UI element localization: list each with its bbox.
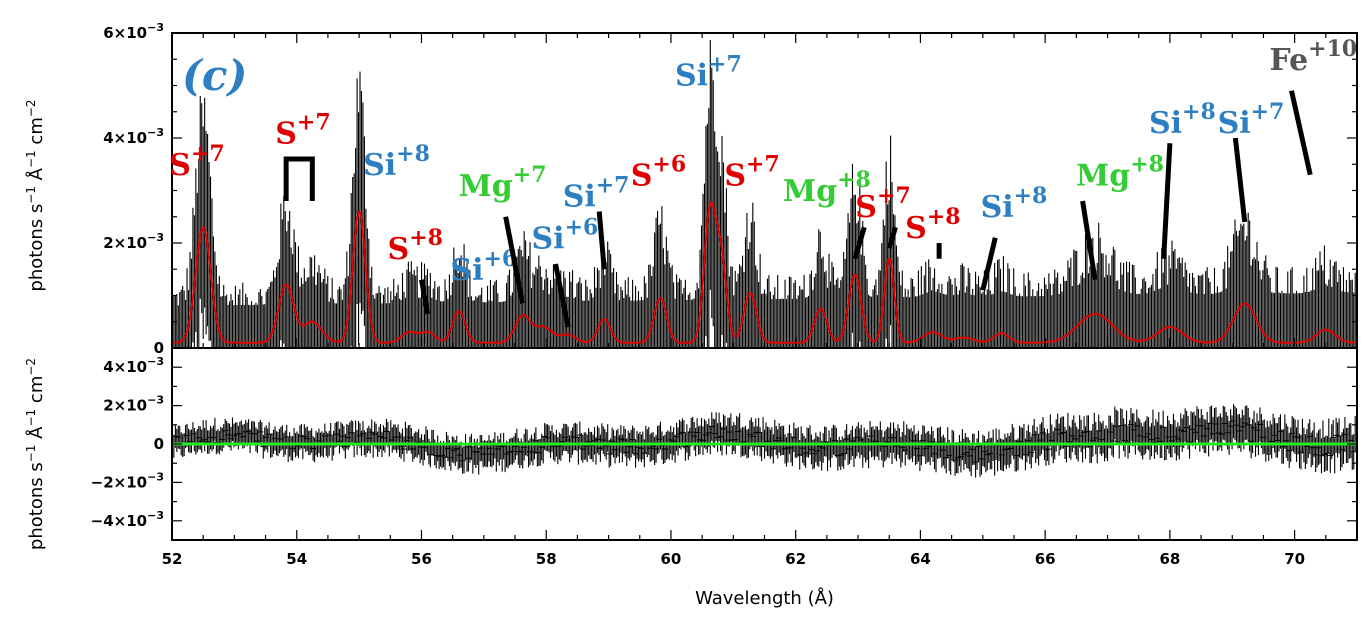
ion-label: S+7 — [169, 141, 224, 183]
ion-label: S+6 — [631, 151, 686, 193]
ion-label: Si+8 — [1149, 99, 1216, 141]
top-y-axis-label: photons s−1 Å−1 cm−2 — [24, 99, 47, 291]
bottom-y-tick-label: −4×10−3 — [91, 509, 164, 530]
x-tick-label: 52 — [162, 550, 183, 568]
bottom-y-tick-label: 2×10−3 — [103, 394, 164, 415]
ion-label: Si+7 — [563, 172, 630, 214]
annotation-pointer — [503, 216, 525, 304]
bottom-y-tick-label: −2×10−3 — [91, 470, 164, 491]
top-y-tick-label: 2×10−3 — [103, 231, 164, 252]
top-y-tick-label: 0 — [154, 339, 164, 357]
ion-label: Mg+8 — [1076, 151, 1164, 193]
annotation-pointer — [1080, 200, 1098, 281]
annotation-pointer — [596, 211, 607, 270]
annotation-pointer — [886, 226, 898, 249]
annotation-pointer — [419, 279, 431, 315]
ion-label: Mg+8 — [783, 167, 871, 209]
ion-label: Si+6 — [532, 214, 599, 256]
x-tick-label: 64 — [910, 550, 931, 568]
x-axis-ticks — [171, 33, 1358, 540]
x-tick-label: 60 — [661, 550, 682, 568]
x-tick-label: 54 — [286, 550, 307, 568]
ion-label: S+7 — [275, 109, 330, 151]
x-axis-label: Wavelength (Å) — [695, 587, 834, 609]
x-tick-label: 70 — [1284, 550, 1305, 568]
top-y-tick-label: 4×10−3 — [103, 126, 164, 147]
ion-label: S+8 — [905, 204, 960, 246]
annotation-bracket — [283, 156, 315, 201]
x-tick-label: 62 — [785, 550, 806, 568]
residual-data-points — [172, 404, 1357, 478]
ion-label: Si+8 — [363, 141, 430, 183]
x-tick-label: 68 — [1159, 550, 1180, 568]
annotation-pointer — [1289, 90, 1313, 176]
bottom-y-tick-label: 4×10−3 — [103, 355, 164, 376]
ion-label: Si+7 — [1218, 99, 1285, 141]
model-line — [172, 201, 1357, 344]
top-y-tick-label: 6×10−3 — [103, 21, 164, 42]
ion-label: S+7 — [724, 151, 779, 193]
ion-label: Si+7 — [675, 52, 742, 94]
ion-label: Si+6 — [450, 246, 517, 288]
ion-label: S+7 — [855, 183, 910, 225]
ion-label: Si+8 — [981, 183, 1048, 225]
bottom-y-tick-label: 0 — [154, 435, 164, 453]
annotation-pointer — [1232, 137, 1248, 223]
x-tick-label: 66 — [1035, 550, 1056, 568]
x-tick-label: 58 — [536, 550, 557, 568]
annotation-pointer — [980, 237, 998, 291]
panel-label: (c) — [182, 51, 247, 100]
x-tick-label: 56 — [411, 550, 432, 568]
top-data-points — [173, 40, 1356, 348]
annotation-pointer — [852, 226, 867, 260]
ion-label: Fe+10 — [1269, 36, 1357, 78]
annotation-pointer — [1161, 143, 1173, 259]
bottom-y-axis-label: photons s−1 Å−1 cm−2 — [24, 358, 47, 550]
annotation-pointer — [553, 263, 571, 328]
ion-label: Mg+7 — [459, 162, 547, 204]
ion-label: S+8 — [388, 225, 443, 267]
